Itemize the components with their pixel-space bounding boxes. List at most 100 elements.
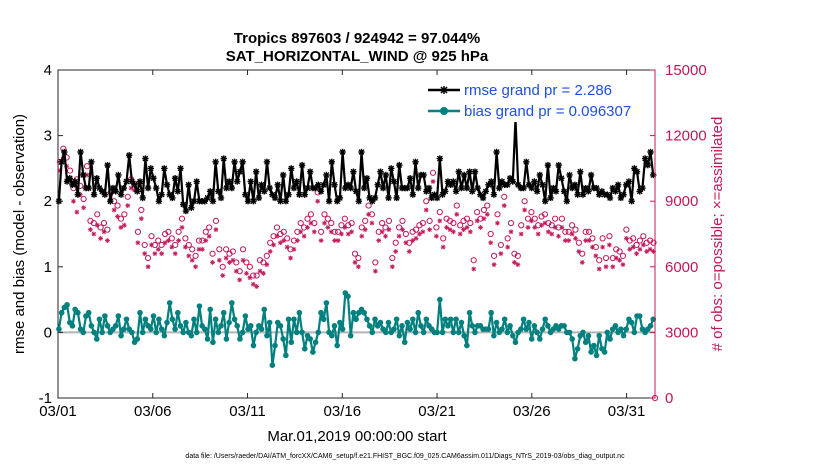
rmse-series <box>55 116 657 215</box>
obs-assimilated-point <box>528 218 534 224</box>
bias-point <box>466 309 473 316</box>
rmse-point <box>239 158 246 166</box>
bias-point <box>258 326 265 332</box>
obs-possible-point <box>158 241 165 249</box>
obs-possible-point <box>558 215 566 222</box>
rmse-point <box>547 194 554 202</box>
bias-point <box>353 316 359 323</box>
obs-assimilated-point <box>596 266 602 272</box>
obs-possible-point <box>189 246 196 253</box>
obs-possible-point <box>117 215 125 222</box>
obs-assimilated-point <box>118 225 124 230</box>
obs-possible-point <box>273 224 281 231</box>
rmse-point <box>385 194 392 202</box>
obs-possible-point <box>436 209 443 216</box>
obs-assimilated-point <box>440 244 446 250</box>
bias-point <box>91 329 97 336</box>
rmse-point <box>207 188 214 195</box>
obs-possible-point <box>362 217 369 224</box>
obs-assimilated-point <box>169 244 175 250</box>
bias-point <box>450 329 457 336</box>
bias-point <box>247 323 254 329</box>
obs-possible-point <box>148 233 155 240</box>
bias-point <box>120 326 127 332</box>
y-right-tick-label: 6000 <box>665 259 698 276</box>
rmse-point <box>88 158 95 166</box>
bias-point <box>410 316 416 323</box>
rmse-point <box>104 161 111 169</box>
bias-point <box>469 323 476 329</box>
bias-point <box>188 332 195 339</box>
obs-assimilated-point <box>508 229 514 235</box>
bias-point <box>369 329 376 336</box>
rmse-point <box>182 207 190 215</box>
bias-point <box>318 309 324 316</box>
obs-assimilated-point <box>372 268 378 274</box>
bias-point <box>393 316 400 323</box>
rmse-point <box>593 184 600 192</box>
obs-assimilated-point <box>413 235 419 241</box>
rmse-point <box>563 198 571 205</box>
obs-possible-point <box>596 257 603 264</box>
rmse-point <box>382 171 390 179</box>
rmse-point <box>533 188 541 195</box>
rmse-point <box>393 194 400 202</box>
bias-point <box>485 326 492 332</box>
rmse-point <box>223 184 230 192</box>
obs-possible-point <box>389 254 396 262</box>
rmse-point <box>612 188 619 195</box>
obs-possible-point <box>192 252 199 259</box>
obs-assimilated-point <box>525 225 531 230</box>
rmse-point <box>409 191 417 198</box>
bias-point <box>423 316 430 323</box>
obs-assimilated-point <box>556 233 561 239</box>
rmse-point <box>425 184 433 192</box>
obs-possible-point <box>121 211 128 218</box>
obs-possible-point <box>83 163 91 170</box>
bias-point <box>264 332 270 339</box>
bias-point <box>488 309 494 316</box>
obs-assimilated-point <box>498 251 504 257</box>
bias-point <box>383 329 389 336</box>
x-axis: 03/01 03/06 03/11 03/16 03/21 03/26 03/31 <box>39 70 645 420</box>
bias-point <box>399 323 405 329</box>
obs-assimilated-point <box>518 231 524 237</box>
rmse-point <box>101 191 109 198</box>
bias-point <box>323 300 330 306</box>
rmse-point <box>147 165 154 172</box>
rmse-point <box>331 181 338 188</box>
obs-possible-point <box>582 228 589 235</box>
rmse-point <box>163 181 171 188</box>
bias-point <box>166 300 173 306</box>
rmse-point <box>625 178 633 185</box>
obs-possible-point <box>260 259 267 266</box>
obs-possible-point <box>141 241 148 249</box>
rmse-point <box>255 194 263 202</box>
rmse-point <box>544 161 552 169</box>
rmse-point <box>112 188 119 195</box>
obs-assimilated-point <box>104 238 110 243</box>
bias-point <box>531 323 538 329</box>
bias-point <box>123 316 130 323</box>
obs-assimilated-point <box>362 227 368 233</box>
bias-point <box>509 332 516 339</box>
rmse-point <box>609 184 616 192</box>
rmse-point <box>541 198 549 205</box>
rmse-point <box>217 194 225 202</box>
obs-assimilated-point <box>457 231 463 237</box>
obs-assimilated-point <box>406 249 412 254</box>
rmse-point <box>169 194 176 202</box>
obs-possible-point <box>395 224 403 231</box>
rmse-point <box>528 184 535 192</box>
y-left-tick-label: 3 <box>44 128 52 145</box>
rmse-point <box>379 184 387 192</box>
bias-point <box>96 316 103 323</box>
bias-point <box>193 329 200 336</box>
rmse-point <box>504 181 511 188</box>
obs-possible-point <box>633 241 640 249</box>
obs-assimilated-point <box>437 218 443 224</box>
bias-point <box>320 316 327 323</box>
rmse-point <box>420 171 427 179</box>
bias-point <box>161 332 168 339</box>
obs-possible-point <box>552 215 559 222</box>
